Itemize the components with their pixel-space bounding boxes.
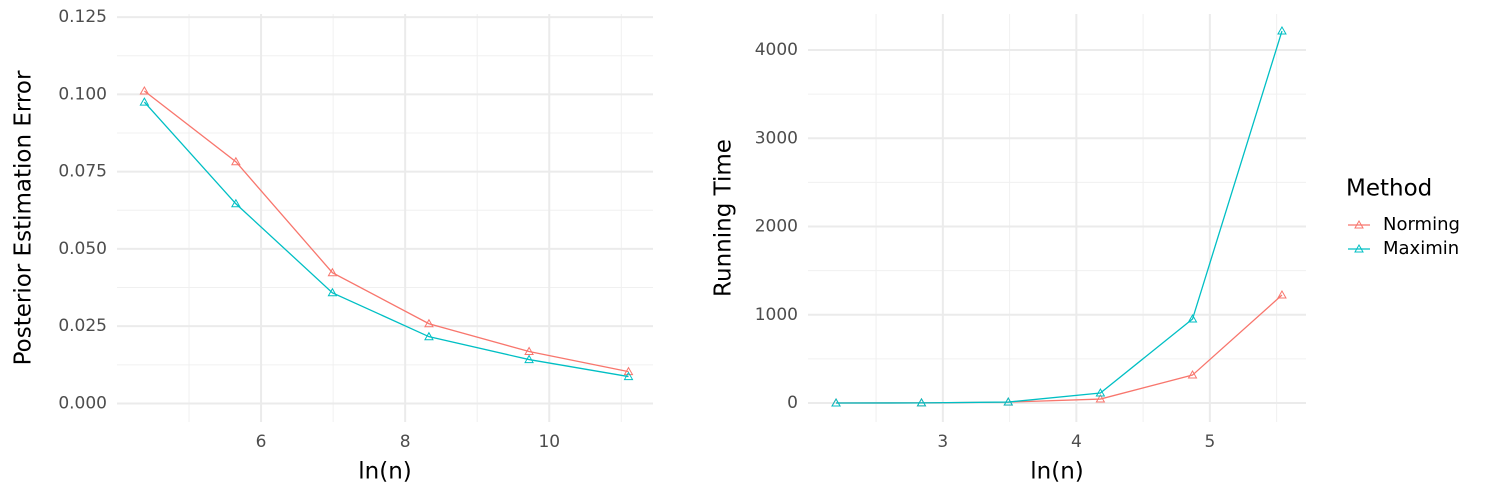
series-line [143, 101, 629, 378]
point [327, 267, 338, 277]
point [623, 371, 634, 381]
x-tick-label: 10 [538, 432, 560, 452]
y-tick-label: 1000 [755, 305, 798, 325]
point [139, 97, 150, 106]
point [1187, 313, 1198, 323]
series-line [836, 30, 1283, 404]
legend-title: Method [1346, 176, 1432, 202]
x-tick-label: 3 [937, 432, 948, 452]
x-tick-label: 8 [400, 432, 411, 452]
point [623, 366, 634, 376]
y-tick-label: 0 [787, 393, 798, 413]
point [327, 287, 338, 297]
legend-key-point [1354, 243, 1364, 253]
point [524, 354, 534, 364]
legend-label: Norming [1383, 214, 1460, 235]
legend-key-point [1354, 219, 1364, 229]
y-tick-label: 0.125 [58, 7, 107, 27]
x-axis-title: ln(n) [358, 459, 412, 485]
point [1003, 397, 1014, 406]
series-line [836, 294, 1283, 404]
y-tick-label: 3000 [755, 128, 798, 148]
point [831, 398, 841, 407]
x-tick-label: 5 [1204, 432, 1215, 452]
point [424, 331, 434, 341]
point [231, 198, 241, 208]
y-tick-label: 4000 [755, 40, 798, 60]
y-tick-label: 2000 [755, 217, 798, 237]
y-tick-label: 0.100 [58, 84, 107, 104]
x-tick-label: 4 [1071, 432, 1082, 452]
x-tick-label: 6 [256, 432, 267, 452]
y-axis-title: Posterior Estimation Error [11, 70, 37, 365]
series-line [143, 90, 629, 373]
point [1187, 370, 1198, 379]
point [424, 318, 434, 328]
y-tick-label: 0.000 [58, 393, 107, 413]
point [916, 397, 927, 407]
point [1277, 26, 1287, 35]
point [139, 85, 150, 95]
point [1095, 388, 1106, 397]
point [231, 156, 241, 166]
y-tick-label: 0.050 [58, 239, 107, 259]
point [1095, 394, 1106, 403]
point [1277, 289, 1287, 299]
y-axis-title: Running Time [711, 139, 737, 297]
y-tick-label: 0.075 [58, 162, 107, 182]
legend-label: Maximin [1383, 238, 1459, 259]
point [524, 346, 534, 356]
y-tick-label: 0.025 [58, 316, 107, 336]
x-axis-title: ln(n) [1030, 459, 1084, 485]
